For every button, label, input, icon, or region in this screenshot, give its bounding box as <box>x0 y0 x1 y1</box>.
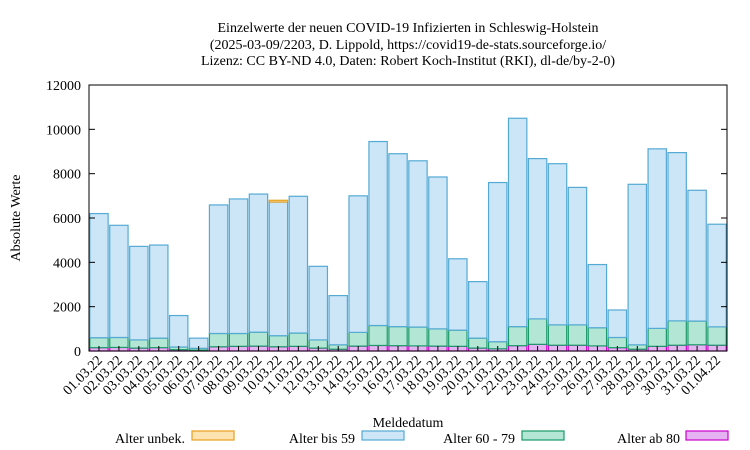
chart-title: Einzelwerte der neuen COVID-19 Infiziert… <box>201 21 615 69</box>
bar-alter-bis-59-14.03.22 <box>348 195 368 333</box>
bar-alter-bis-59-12.03.22 <box>308 265 329 341</box>
legend-label: Alter unbek. <box>115 432 185 447</box>
y-tick-label: 6000 <box>53 212 81 227</box>
bar-alter-bis-59-13.03.22 <box>328 294 348 346</box>
bar-alter-60-79-19.03.22 <box>448 329 468 347</box>
bar-alter-60-79-07.03.22 <box>208 332 229 348</box>
bar-alter-60-79-15.03.22 <box>368 324 388 347</box>
bar-alter-bis-59-11.03.22 <box>288 195 309 334</box>
legend-swatch <box>685 430 729 441</box>
bar-alter-60-79-30.03.22 <box>667 320 687 346</box>
legend-label: Alter 60 - 79 <box>443 432 515 447</box>
bar-alter-60-79-25.03.22 <box>567 324 588 346</box>
bar-alter-60-79-31.03.22 <box>687 320 707 346</box>
bar-alter-bis-59-10.03.22 <box>268 201 289 337</box>
bar-alter-bis-59-21.03.22 <box>487 181 508 343</box>
bar-alter-bis-59-09.03.22 <box>248 193 269 333</box>
y-tick-label: 2000 <box>53 301 81 316</box>
bar-alter-bis-59-15.03.22 <box>368 140 388 327</box>
bars-layer <box>89 117 727 352</box>
bar-alter-bis-59-22.03.22 <box>507 117 528 328</box>
bar-alter-bis-59-30.03.22 <box>667 152 687 322</box>
bar-alter-bis-59-01.04.22 <box>707 223 727 328</box>
bar-alter-60-79-23.03.22 <box>527 318 548 345</box>
legend: Alter unbek. Alter bis 59 Alter 60 - 79 Alt… <box>115 430 729 447</box>
legend-label: Alter ab 80 <box>617 432 680 447</box>
y-tick-label: 12000 <box>46 79 81 94</box>
bar-alter-60-79-08.03.22 <box>228 332 249 347</box>
bar-alter-bis-59-25.03.22 <box>567 186 588 326</box>
bar-alter-bis-59-23.03.22 <box>527 157 548 320</box>
bar-alter-60-79-18.03.22 <box>428 328 448 347</box>
bar-alter-bis-59-28.03.22 <box>627 183 648 346</box>
bar-alter-bis-59-19.03.22 <box>448 258 468 331</box>
bar-alter-bis-59-31.03.22 <box>687 189 707 322</box>
legend-swatch <box>361 430 405 441</box>
bar-alter-bis-59-07.03.22 <box>208 204 229 335</box>
x-axis-label: Meldedatum <box>373 416 444 431</box>
bar-alter-bis-59-08.03.22 <box>228 198 249 335</box>
y-tick-label: 8000 <box>53 168 81 183</box>
bar-alter-unbek--10.03.22 <box>268 199 289 203</box>
bar-alter-60-79-29.03.22 <box>647 327 667 347</box>
bar-alter-bis-59-18.03.22 <box>428 176 448 330</box>
legend-swatch <box>521 430 565 441</box>
bar-alter-60-79-02.03.22 <box>109 336 129 349</box>
bar-alter-60-79-17.03.22 <box>408 326 428 347</box>
axes-layer: 02000400060008000100001200001.03.2202.03… <box>46 79 728 398</box>
bar-alter-bis-59-20.03.22 <box>468 281 488 339</box>
chart-title-line-3: Lizenz: CC BY-ND 4.0, Daten: Robert Koch… <box>201 54 615 69</box>
y-tick-label: 0 <box>74 345 81 360</box>
y-tick-label: 10000 <box>46 123 81 138</box>
bar-alter-bis-59-03.03.22 <box>129 245 149 341</box>
bar-alter-60-79-11.03.22 <box>288 332 309 347</box>
legend-swatch <box>191 430 235 441</box>
bar-alter-bis-59-01.03.22 <box>89 212 109 339</box>
chart-title-line-2: (2025-03-09/2203, D. Lippold, https://co… <box>210 38 606 53</box>
bar-alter-60-79-24.03.22 <box>547 324 568 346</box>
bar-alter-bis-59-04.03.22 <box>149 244 169 339</box>
y-tick-label: 4000 <box>53 256 81 271</box>
bar-alter-bis-59-17.03.22 <box>408 160 428 328</box>
bar-alter-60-79-14.03.22 <box>348 331 368 347</box>
bar-alter-60-79-26.03.22 <box>587 327 608 347</box>
bar-alter-bis-59-05.03.22 <box>168 314 189 348</box>
bar-alter-60-79-16.03.22 <box>388 326 408 347</box>
bar-alter-60-79-22.03.22 <box>507 326 528 347</box>
chart-title-line-1: Einzelwerte der neuen COVID-19 Infiziert… <box>218 21 599 36</box>
bar-alter-60-79-01.04.22 <box>707 326 727 346</box>
bar-alter-bis-59-24.03.22 <box>547 163 568 326</box>
bar-alter-60-79-09.03.22 <box>248 331 269 347</box>
bar-alter-bis-59-29.03.22 <box>647 148 667 329</box>
y-axis-label: Absolute Werte <box>9 175 24 262</box>
bar-alter-bis-59-02.03.22 <box>109 224 129 339</box>
bar-alter-60-79-10.03.22 <box>268 335 289 348</box>
bar-alter-bis-59-27.03.22 <box>607 309 628 339</box>
bar-alter-bis-59-26.03.22 <box>587 263 608 329</box>
bar-alter-bis-59-16.03.22 <box>388 153 408 328</box>
legend-label: Alter bis 59 <box>289 432 355 447</box>
